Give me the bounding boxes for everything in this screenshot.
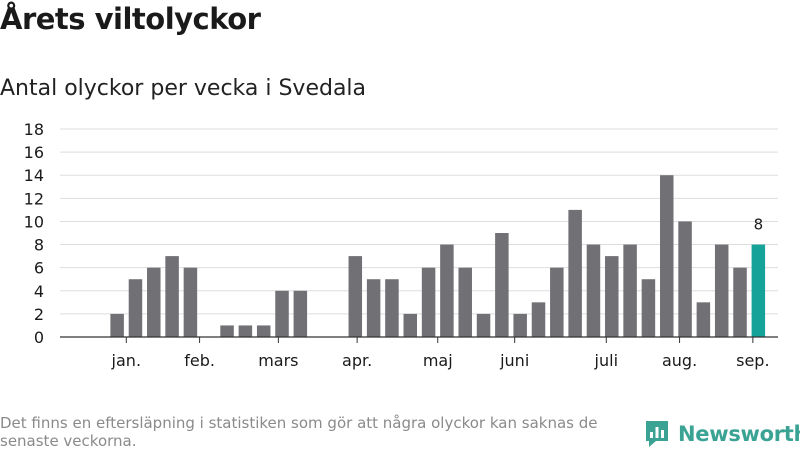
bar xyxy=(733,267,747,337)
bar xyxy=(659,175,674,337)
bar xyxy=(440,244,454,337)
bar xyxy=(147,267,161,337)
bar xyxy=(605,256,619,337)
y-tick-label: 16 xyxy=(24,143,44,162)
y-tick-label: 14 xyxy=(24,166,44,185)
bar xyxy=(696,302,711,337)
bar xyxy=(586,244,601,337)
x-tick-label: aug. xyxy=(662,351,697,370)
bar xyxy=(348,256,363,337)
y-tick-label: 2 xyxy=(34,305,44,324)
bar xyxy=(183,267,198,337)
bar xyxy=(714,244,729,337)
x-tick-label: jan. xyxy=(111,351,141,370)
chart-title: Årets viltolyckor xyxy=(0,2,261,36)
y-tick-label: 6 xyxy=(34,259,44,278)
bar xyxy=(293,290,308,337)
y-tick-label: 8 xyxy=(34,236,44,255)
bar xyxy=(421,267,436,337)
bar xyxy=(238,325,253,337)
bar xyxy=(256,325,271,337)
bar xyxy=(623,244,637,337)
x-tick-label: mars xyxy=(258,351,298,370)
bar-chart: 0 2 4 6 8 10 12 14 16 18 8 jan. feb. mars apr. maj juni j… xyxy=(24,120,778,370)
bar xyxy=(403,313,418,337)
bar xyxy=(110,313,124,337)
bar-highlight xyxy=(751,244,766,337)
bar xyxy=(568,209,582,337)
data-label: 8 xyxy=(754,216,764,234)
bar xyxy=(678,221,692,337)
brand-name: Newsworthy xyxy=(678,422,800,446)
x-tick-label: apr. xyxy=(342,351,372,370)
bar xyxy=(531,302,546,337)
bar xyxy=(220,325,234,337)
bar xyxy=(513,313,527,337)
bar xyxy=(385,279,399,337)
bar xyxy=(495,233,509,337)
chart-subtitle: Antal olyckor per vecka i Svedala xyxy=(0,76,367,101)
x-tick-label: sep. xyxy=(736,351,769,370)
bar xyxy=(275,290,289,337)
x-tick-label: maj xyxy=(423,351,453,370)
bar xyxy=(550,267,564,337)
footnote: Det finns en eftersläpning i statistiken… xyxy=(0,414,598,450)
y-tick-label: 0 xyxy=(34,328,44,347)
bar xyxy=(165,256,179,337)
y-tick-label: 18 xyxy=(24,120,44,139)
y-tick-label: 12 xyxy=(24,189,44,208)
newsworthy-logo-icon xyxy=(646,421,668,447)
brand[interactable]: Newsworthy xyxy=(644,419,800,449)
bar xyxy=(641,279,656,337)
y-tick-label: 10 xyxy=(24,212,44,231)
x-tick-label: juni xyxy=(499,351,529,370)
bar xyxy=(458,267,472,337)
bar xyxy=(366,279,381,337)
y-tick-label: 4 xyxy=(34,282,44,301)
x-tick-label: juli xyxy=(594,351,618,370)
bar xyxy=(476,313,491,337)
bar xyxy=(128,279,143,337)
x-tick-label: feb. xyxy=(184,351,215,370)
